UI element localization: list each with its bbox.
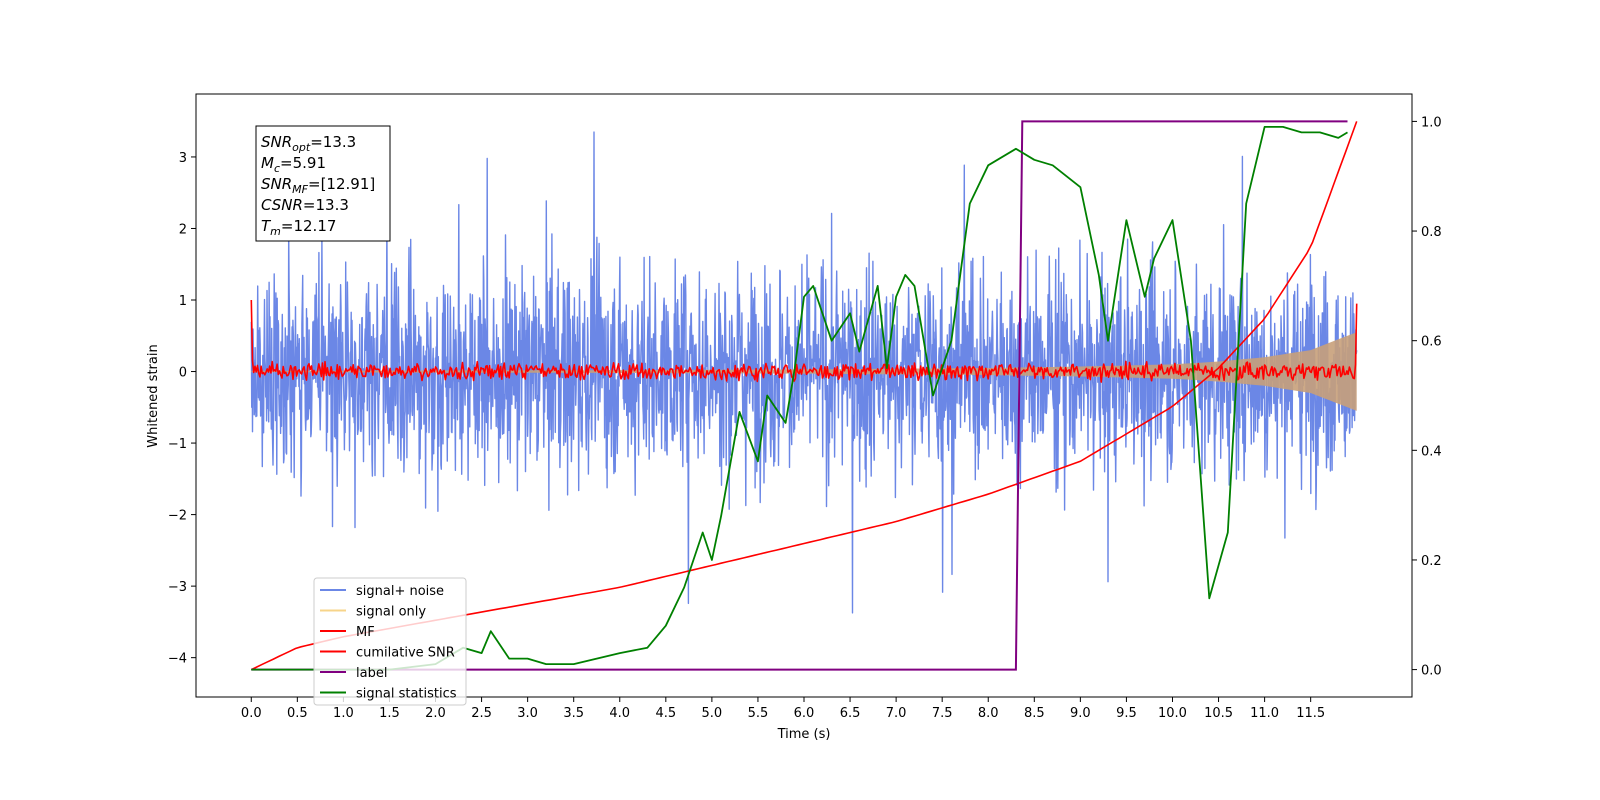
legend-label: label [356,666,387,681]
y2-tick-label: 1.0 [1421,115,1442,130]
info-line: SNRopt=13.3 [261,133,356,154]
x-tick-label: 4.5 [655,706,676,721]
x-tick-label: 8.5 [1024,706,1045,721]
y2-tick-label: 0.0 [1421,664,1442,679]
info-box: SNRopt=13.3Mc=5.91SNRMF=[12.91]CSNR=13.3… [255,125,391,242]
info-line: CSNR=13.3 [261,196,349,214]
x-tick-label: 5.5 [748,706,769,721]
y-axis-ticks: 3 2 1 0 −1 −2 −3 −4 [168,151,196,667]
y-tick-label: 2 [179,222,187,237]
x-tick-label: 10.0 [1158,706,1187,721]
x-tick-label: 6.0 [794,706,815,721]
x-tick-label: 11.5 [1296,706,1325,721]
x-tick-label: 11.0 [1250,706,1279,721]
series-mf [250,299,1358,383]
x-tick-label: 2.5 [471,706,492,721]
x-tick-label: 2.0 [425,706,446,721]
x-tick-label: 7.5 [932,706,953,721]
y-tick-label: −2 [168,509,187,524]
y-tick-label: −4 [168,652,187,667]
legend-label: MF [356,625,375,640]
legend-frame [313,577,467,706]
info-line: SNRMF=[12.91] [261,175,375,196]
x-tick-label: 7.0 [886,706,907,721]
y2-tick-label: 0.2 [1421,554,1442,569]
series-label [251,120,1348,671]
y-tick-label: 1 [179,294,187,309]
legend-label: signal statistics [356,687,457,702]
series-signal-only [251,332,1357,411]
y-tick-label: 3 [179,151,187,166]
y-tick-label: −3 [168,580,187,595]
x-tick-label: 8.0 [978,706,999,721]
y2-tick-label: 0.6 [1421,335,1442,350]
x-tick-label: 9.5 [1116,706,1137,721]
y-axis-label: Whitened strain [146,344,161,447]
series-signal-statistics [251,126,1348,671]
y-tick-label: 0 [179,366,187,381]
x-tick-label: 1.0 [333,706,354,721]
legend-label: signal+ noise [356,584,444,599]
x-tick-label: 3.0 [517,706,538,721]
info-line: Tm=12.17 [261,217,336,238]
legend-label: signal only [356,605,426,620]
y2-axis-ticks: 1.0 0.8 0.6 0.4 0.2 0.0 [1412,115,1442,679]
series-signal-noise [250,131,1358,614]
x-tick-label: 3.5 [563,706,584,721]
x-tick-label: 5.0 [702,706,723,721]
info-line: Mc=5.91 [261,154,326,175]
x-tick-label: 10.5 [1204,706,1233,721]
x-tick-label: 9.0 [1070,706,1091,721]
x-tick-label: 0.0 [241,706,262,721]
y2-tick-label: 0.8 [1421,225,1442,240]
info-box-frame [255,125,391,242]
x-tick-label: 4.0 [609,706,630,721]
x-tick-label: 1.5 [379,706,400,721]
legend-label: cumilative SNR [356,646,455,661]
x-axis-label: Time (s) [777,727,831,742]
y-tick-label: −1 [168,437,187,452]
x-tick-label: 0.5 [287,706,308,721]
y2-tick-label: 0.4 [1421,444,1442,459]
x-axis-ticks: 0.0 0.5 1.0 1.5 2.0 2.5 3.0 3.5 4.0 4.5 5.0 5.5 6.0 6… [241,697,1325,721]
x-tick-label: 6.5 [840,706,861,721]
legend: signal+ noise signal only MF cumilative SNR… [313,577,467,706]
